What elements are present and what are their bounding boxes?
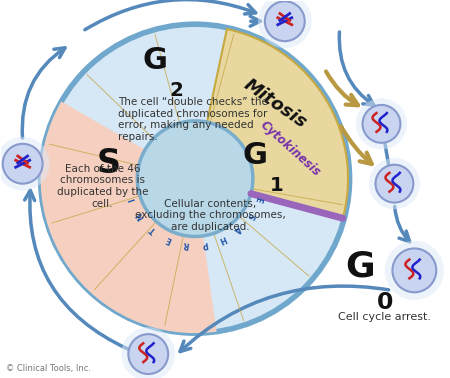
- Wedge shape: [195, 29, 348, 218]
- Text: S: S: [96, 147, 121, 180]
- Text: Each of the 46
chromosomes is
duplicated by the
cell.: Each of the 46 chromosomes is duplicated…: [57, 164, 148, 209]
- Text: H: H: [217, 233, 227, 244]
- Circle shape: [369, 158, 420, 209]
- Circle shape: [265, 1, 305, 41]
- Text: 0: 0: [377, 291, 393, 314]
- Text: 2: 2: [169, 81, 183, 100]
- Text: 1: 1: [270, 176, 284, 195]
- Text: The cell “double checks” the
duplicated chromosomes for
error, making any needed: The cell “double checks” the duplicated …: [118, 97, 268, 142]
- Text: Cytokinesis: Cytokinesis: [257, 118, 323, 179]
- Circle shape: [392, 248, 436, 292]
- Text: T: T: [148, 224, 158, 234]
- Circle shape: [363, 105, 400, 143]
- Text: R: R: [182, 239, 189, 249]
- Circle shape: [258, 0, 312, 48]
- Wedge shape: [40, 101, 216, 333]
- Circle shape: [40, 24, 350, 333]
- Text: A: A: [232, 224, 243, 234]
- Circle shape: [356, 98, 407, 149]
- Text: N: N: [135, 210, 146, 221]
- Circle shape: [128, 334, 168, 374]
- Circle shape: [0, 137, 50, 191]
- Text: E: E: [252, 195, 263, 203]
- Text: I: I: [128, 196, 137, 202]
- Text: G: G: [243, 141, 268, 170]
- Text: G: G: [142, 46, 167, 75]
- Circle shape: [122, 327, 175, 378]
- Text: Cell cycle arrest.: Cell cycle arrest.: [338, 312, 431, 322]
- Text: P: P: [201, 239, 208, 249]
- Circle shape: [385, 241, 444, 300]
- Text: Cellular contents,
excluding the chromosomes,
are duplicated.: Cellular contents, excluding the chromos…: [135, 198, 285, 232]
- Circle shape: [3, 144, 43, 184]
- Text: E: E: [164, 234, 173, 244]
- Text: S: S: [244, 211, 255, 220]
- Text: Mitosis: Mitosis: [240, 76, 310, 132]
- Circle shape: [137, 121, 253, 237]
- Text: G: G: [345, 249, 374, 284]
- Circle shape: [375, 165, 414, 203]
- Text: © Clinical Tools, Inc.: © Clinical Tools, Inc.: [6, 364, 91, 373]
